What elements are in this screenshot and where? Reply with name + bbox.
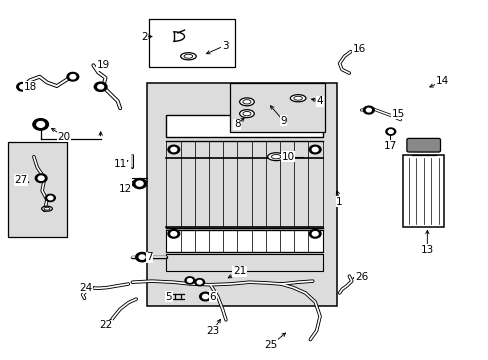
Circle shape [312, 231, 318, 236]
Text: 22: 22 [99, 320, 112, 330]
Text: 25: 25 [264, 340, 277, 350]
Circle shape [187, 279, 192, 282]
Circle shape [139, 255, 145, 259]
Text: 16: 16 [352, 44, 365, 54]
Ellipse shape [184, 54, 192, 58]
Circle shape [199, 292, 211, 301]
Circle shape [45, 194, 55, 202]
Ellipse shape [293, 96, 302, 100]
Circle shape [48, 196, 53, 200]
Circle shape [312, 147, 318, 152]
Text: 21: 21 [232, 266, 246, 276]
Text: 27: 27 [15, 175, 28, 185]
Circle shape [184, 277, 194, 284]
FancyBboxPatch shape [166, 253, 322, 271]
FancyBboxPatch shape [166, 116, 322, 137]
Text: 10: 10 [281, 152, 294, 162]
Circle shape [167, 229, 179, 238]
Circle shape [170, 231, 176, 236]
Text: 18: 18 [23, 82, 37, 92]
FancyBboxPatch shape [166, 230, 322, 252]
Circle shape [33, 119, 48, 130]
FancyBboxPatch shape [402, 155, 444, 226]
Text: 19: 19 [96, 60, 109, 70]
Text: 5: 5 [165, 292, 172, 302]
Circle shape [309, 229, 321, 238]
Circle shape [98, 85, 103, 89]
Ellipse shape [44, 207, 50, 210]
Circle shape [38, 176, 44, 180]
Circle shape [17, 82, 28, 91]
Circle shape [167, 145, 179, 154]
FancyBboxPatch shape [8, 142, 66, 237]
Ellipse shape [180, 53, 196, 60]
Text: 4: 4 [316, 96, 323, 106]
Text: 9: 9 [280, 116, 286, 126]
Text: 6: 6 [209, 292, 216, 302]
Circle shape [20, 85, 25, 89]
Ellipse shape [243, 100, 250, 104]
Circle shape [133, 179, 146, 189]
FancyBboxPatch shape [229, 83, 325, 132]
Circle shape [35, 174, 47, 183]
Ellipse shape [267, 153, 284, 161]
Circle shape [67, 72, 79, 81]
Circle shape [363, 106, 373, 114]
Circle shape [197, 280, 202, 284]
FancyBboxPatch shape [147, 83, 336, 306]
Text: 12: 12 [118, 184, 131, 194]
Circle shape [136, 252, 148, 262]
Text: 1: 1 [336, 197, 342, 207]
Circle shape [309, 145, 321, 154]
Text: 24: 24 [79, 283, 92, 293]
Ellipse shape [271, 154, 280, 159]
Text: 23: 23 [206, 325, 219, 336]
Text: 8: 8 [233, 120, 240, 129]
Ellipse shape [239, 98, 254, 106]
Text: 2: 2 [141, 32, 147, 41]
Circle shape [385, 128, 395, 135]
Ellipse shape [239, 110, 254, 118]
Circle shape [94, 82, 107, 91]
Text: 14: 14 [434, 76, 447, 86]
Text: 7: 7 [146, 252, 152, 262]
Text: 3: 3 [221, 41, 228, 50]
Text: 11: 11 [113, 159, 126, 169]
Text: 17: 17 [384, 141, 397, 151]
Text: 13: 13 [420, 245, 433, 255]
Text: 26: 26 [354, 272, 367, 282]
FancyBboxPatch shape [406, 138, 440, 152]
Ellipse shape [290, 95, 305, 102]
FancyBboxPatch shape [149, 19, 234, 67]
Ellipse shape [243, 112, 250, 116]
Circle shape [170, 147, 176, 152]
Text: 15: 15 [391, 109, 404, 119]
Circle shape [136, 181, 143, 186]
Text: 20: 20 [58, 132, 70, 142]
Circle shape [194, 279, 204, 286]
Circle shape [70, 75, 76, 79]
Circle shape [387, 130, 392, 134]
Circle shape [37, 122, 44, 127]
Circle shape [366, 108, 370, 112]
Circle shape [202, 294, 208, 299]
Ellipse shape [41, 206, 52, 211]
